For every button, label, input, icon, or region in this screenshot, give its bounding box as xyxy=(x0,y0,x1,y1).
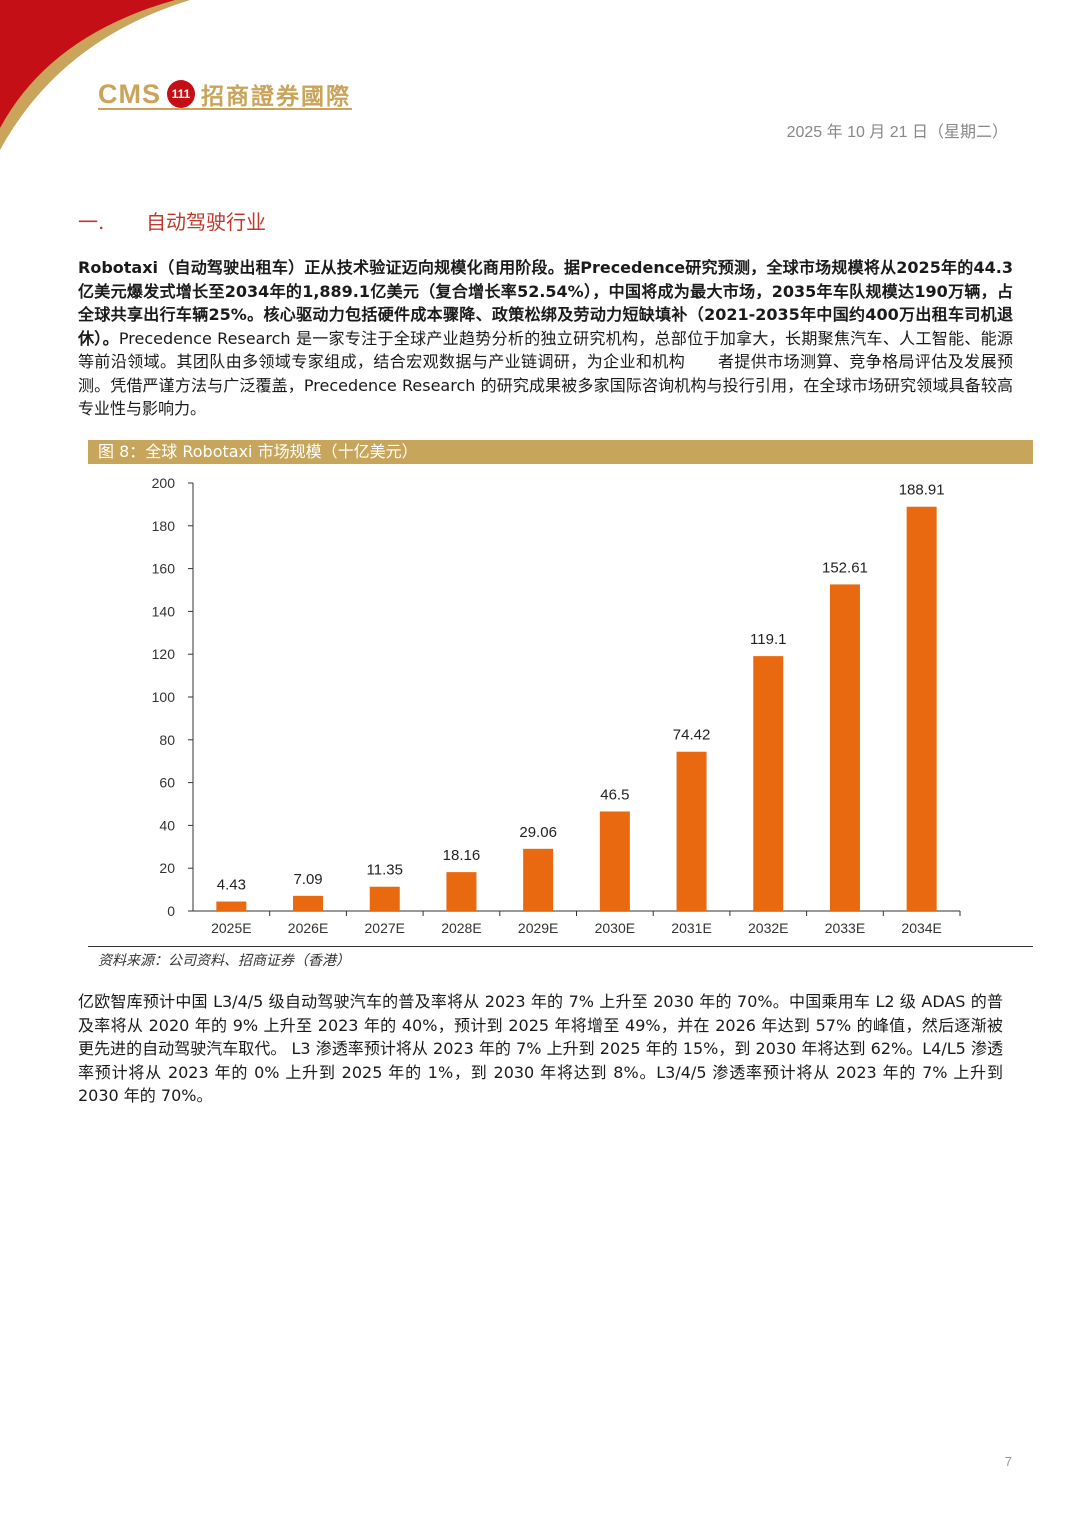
bar xyxy=(523,848,554,911)
robotaxi-market-chart: 0 20 40 60 80 100 120 140 160 180 200 4.43 2025E 7.09… xyxy=(152,475,961,936)
intro-normal-text: Precedence Research 是一家专注于全球产业趋势分析的独立研究机… xyxy=(78,328,1013,419)
logo-chinese-name: 招商證券國際 xyxy=(201,83,351,110)
bar xyxy=(599,811,630,911)
logo-underline xyxy=(98,108,352,110)
y-tick-label: 40 xyxy=(159,817,175,833)
section-number: 一. xyxy=(78,210,105,234)
page-number: 7 xyxy=(1004,1454,1012,1469)
body-paragraph: 亿欧智库预计中国 L3/4/5 级自动驾驶汽车的普及率将从 2023 年的 7%… xyxy=(78,992,1003,1105)
y-tick-label: 180 xyxy=(152,518,176,534)
y-tick-label: 200 xyxy=(152,475,176,491)
bar xyxy=(829,584,860,911)
bar xyxy=(676,751,707,911)
section-title: 自动驾驶行业 xyxy=(146,210,266,234)
bar-value-label: 46.5 xyxy=(600,786,629,803)
y-tick-label: 100 xyxy=(152,689,176,705)
bar-value-label: 18.16 xyxy=(443,847,481,864)
bar-value-label: 74.42 xyxy=(673,727,711,744)
x-tick-label: 2026E xyxy=(288,920,328,936)
x-tick-label: 2028E xyxy=(441,920,481,936)
bar xyxy=(753,656,784,911)
bar xyxy=(216,901,247,911)
bar-value-label: 29.06 xyxy=(519,824,557,841)
y-tick-label: 0 xyxy=(167,903,175,919)
y-tick-label: 60 xyxy=(159,775,175,791)
chart-bottom-rule xyxy=(88,946,1033,947)
bar xyxy=(446,872,477,911)
logo-badge-icon: 111 xyxy=(167,80,195,108)
x-tick-label: 2031E xyxy=(671,920,711,936)
y-tick-label: 140 xyxy=(152,603,176,619)
x-tick-label: 2032E xyxy=(748,920,788,936)
figure-title: 图 8：全球 Robotaxi 市场规模（十亿美元） xyxy=(98,442,418,461)
bar-value-label: 188.91 xyxy=(899,482,945,499)
x-tick-label: 2030E xyxy=(595,920,635,936)
figure-title-bar xyxy=(88,440,1033,464)
x-tick-label: 2029E xyxy=(518,920,558,936)
bar-value-label: 7.09 xyxy=(293,871,322,888)
bar xyxy=(906,506,937,911)
bar-value-label: 152.61 xyxy=(822,559,868,576)
intro-bold-text: Robotaxi（自动驾驶出租车）正从技术验证迈向规模化商用阶段。据Preced… xyxy=(78,258,1013,348)
x-tick-label: 2025E xyxy=(211,920,251,936)
bar-value-label: 4.43 xyxy=(217,877,246,894)
y-tick-label: 120 xyxy=(152,646,176,662)
company-logo: CMS 111 招商證券國際 xyxy=(98,76,351,112)
x-tick-label: 2033E xyxy=(825,920,865,936)
section-heading: 一. 自动驾驶行业 xyxy=(78,206,266,235)
logo-cms-text: CMS xyxy=(98,78,161,109)
x-tick-label: 2027E xyxy=(365,920,405,936)
bar-value-label: 119.1 xyxy=(750,631,786,648)
bar-value-label: 11.35 xyxy=(367,862,403,879)
y-tick-label: 80 xyxy=(159,732,175,748)
corner-decoration xyxy=(0,0,190,150)
intro-paragraph: Robotaxi（自动驾驶出租车）正从技术验证迈向规模化商用阶段。据Preced… xyxy=(78,256,1013,421)
y-tick-label: 160 xyxy=(152,561,176,577)
y-tick-label: 20 xyxy=(159,860,175,876)
bar xyxy=(293,895,324,911)
report-date: 2025 年 10 月 21 日（星期二） xyxy=(786,124,1008,141)
x-tick-label: 2034E xyxy=(901,920,941,936)
figure-source: 资料来源：公司资料、招商证券（香港） xyxy=(98,953,350,969)
bar xyxy=(369,886,400,911)
